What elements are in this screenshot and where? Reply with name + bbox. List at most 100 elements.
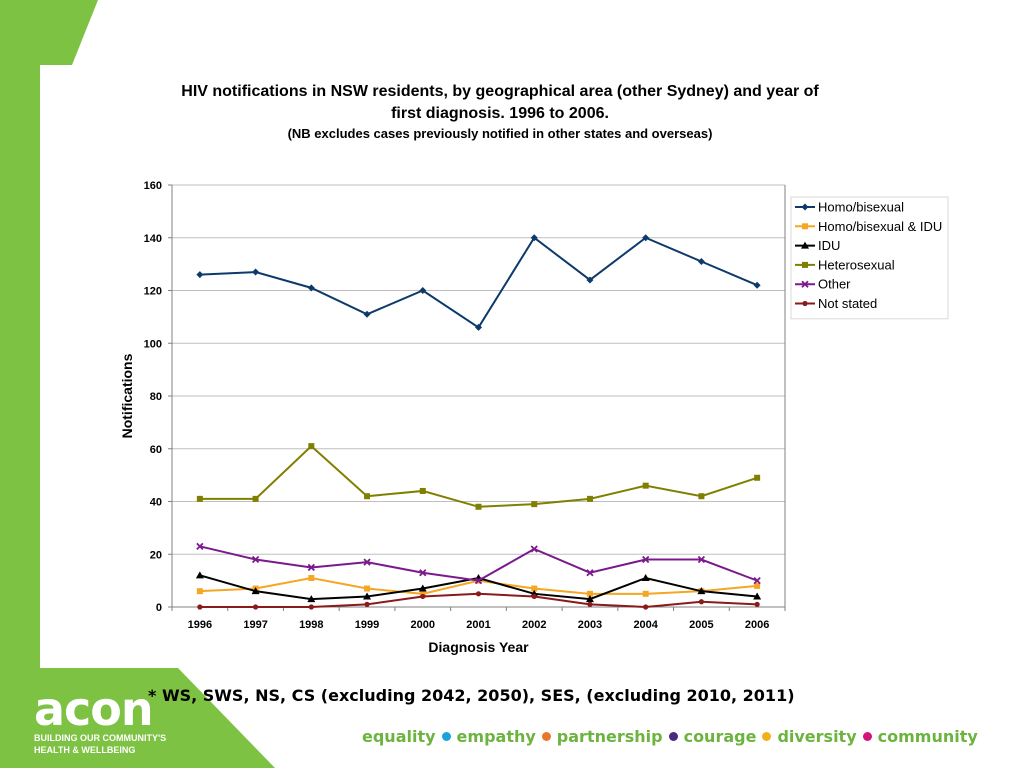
chart-subtitle: (NB excludes cases previously notified i… <box>287 126 713 141</box>
x-tick-label: 2001 <box>466 619 490 631</box>
data-point-not-stated <box>197 604 203 610</box>
x-tick-label: 2000 <box>411 619 435 631</box>
legend-box <box>790 196 949 320</box>
values-bar: equality empathy partnership courage diversi… <box>362 726 978 746</box>
legend-marker-homo-bisexual-idu <box>802 223 808 230</box>
y-tick-label: 80 <box>150 391 162 403</box>
value-word-equality: equality <box>362 727 436 746</box>
x-tick-label: 1999 <box>355 619 379 631</box>
slide-content-area <box>40 65 1024 668</box>
series-line-heterosexual <box>199 444 758 508</box>
data-point-homo-bisexual <box>307 284 315 292</box>
data-point-homo-bisexual <box>363 310 371 318</box>
value-word-community: community <box>877 727 978 746</box>
data-point-heterosexual <box>531 501 538 508</box>
data-point-homo-bisexual <box>642 234 650 242</box>
legend-label-homo-bisexual-idu: Homo/bisexual & IDU <box>818 219 942 234</box>
data-point-not-stated <box>252 604 259 610</box>
separator-dot <box>862 732 872 741</box>
data-point-not-stated <box>754 601 760 607</box>
data-point-other <box>530 545 538 553</box>
data-point-other <box>196 542 204 550</box>
logo-tagline-line2: HEALTH & WELLBEING <box>34 745 136 755</box>
data-point-other <box>251 555 260 564</box>
data-point-not-stated <box>531 593 537 600</box>
x-tick-label: 2002 <box>522 619 546 631</box>
y-axis-label: Notifications <box>119 353 135 438</box>
data-point-heterosexual <box>196 495 203 502</box>
series-line-homo-bisexual <box>199 236 758 329</box>
legend-marker-other <box>801 280 809 288</box>
data-point-not-stated <box>420 593 426 600</box>
data-point-not-stated <box>643 604 649 610</box>
data-point-heterosexual <box>308 443 315 450</box>
value-word-partnership: partnership <box>556 727 663 746</box>
legend-label-homo-bisexual: Homo/bisexual <box>818 200 904 215</box>
data-point-homo-bisexual-idu <box>531 585 538 592</box>
data-point-idu <box>195 571 204 579</box>
value-word-diversity: diversity <box>777 727 857 746</box>
data-point-homo-bisexual-idu <box>754 582 761 589</box>
data-point-homo-bisexual <box>530 234 538 242</box>
data-point-idu <box>585 595 594 603</box>
legend-label-heterosexual: Heterosexual <box>818 257 895 272</box>
data-point-other <box>586 569 594 577</box>
separator-dot <box>668 732 678 741</box>
x-tick-label: 1996 <box>188 619 212 631</box>
y-tick-label: 120 <box>144 286 162 298</box>
data-point-not-stated <box>308 604 314 610</box>
data-point-homo-bisexual-idu <box>586 590 593 597</box>
separator-dot <box>441 732 451 741</box>
data-point-heterosexual <box>698 493 705 500</box>
x-tick-label: 1998 <box>299 619 323 631</box>
data-point-not-stated <box>364 601 370 607</box>
data-point-homo-bisexual <box>419 287 427 294</box>
x-tick-label: 1997 <box>243 619 267 631</box>
separator-dot <box>762 732 772 741</box>
data-point-homo-bisexual-idu <box>364 585 371 592</box>
y-tick-label: 0 <box>156 602 162 614</box>
data-point-homo-bisexual <box>753 281 761 289</box>
legend-marker-not-stated <box>802 300 808 307</box>
data-point-homo-bisexual <box>586 276 594 284</box>
data-point-homo-bisexual <box>475 323 482 331</box>
data-point-not-stated <box>698 599 705 605</box>
y-tick-label: 140 <box>144 233 162 245</box>
data-point-idu <box>363 592 372 600</box>
y-tick-label: 60 <box>150 444 162 456</box>
data-point-other <box>307 563 315 572</box>
data-point-heterosexual <box>252 495 259 502</box>
legend-marker-idu <box>801 241 809 249</box>
data-point-heterosexual <box>364 493 371 500</box>
data-point-homo-bisexual-idu <box>196 588 203 595</box>
data-point-other <box>697 555 706 564</box>
data-point-homo-bisexual <box>697 257 705 265</box>
data-point-heterosexual <box>754 474 761 481</box>
x-tick-label: 2005 <box>689 619 713 631</box>
chart-title-line2: first diagnosis. 1996 to 2006. <box>391 105 609 122</box>
data-point-heterosexual <box>419 487 426 494</box>
value-word-empathy: empathy <box>456 727 536 746</box>
data-point-other <box>419 569 427 577</box>
data-point-idu <box>251 587 260 595</box>
value-word-courage: courage <box>683 727 757 746</box>
legend-label-idu: IDU <box>818 238 840 253</box>
data-point-other <box>753 576 761 585</box>
data-point-homo-bisexual-idu <box>308 574 315 581</box>
data-point-idu <box>641 573 650 581</box>
data-point-not-stated <box>475 591 482 597</box>
legend-label-not-stated: Not stated <box>818 296 877 311</box>
x-tick-label: 2003 <box>578 619 602 631</box>
data-point-idu <box>753 592 762 600</box>
legend-marker-homo-bisexual <box>801 203 809 211</box>
data-point-heterosexual <box>475 503 482 510</box>
x-tick-label: 2004 <box>633 619 658 631</box>
data-point-homo-bisexual-idu <box>642 590 649 597</box>
data-point-heterosexual <box>586 495 593 502</box>
footnote: * WS, SWS, NS, CS (excluding 2042, 2050)… <box>148 686 795 705</box>
chart-title-line1: HIV notifications in NSW residents, by g… <box>181 83 819 100</box>
data-point-homo-bisexual <box>196 271 204 279</box>
data-point-other <box>474 576 483 585</box>
